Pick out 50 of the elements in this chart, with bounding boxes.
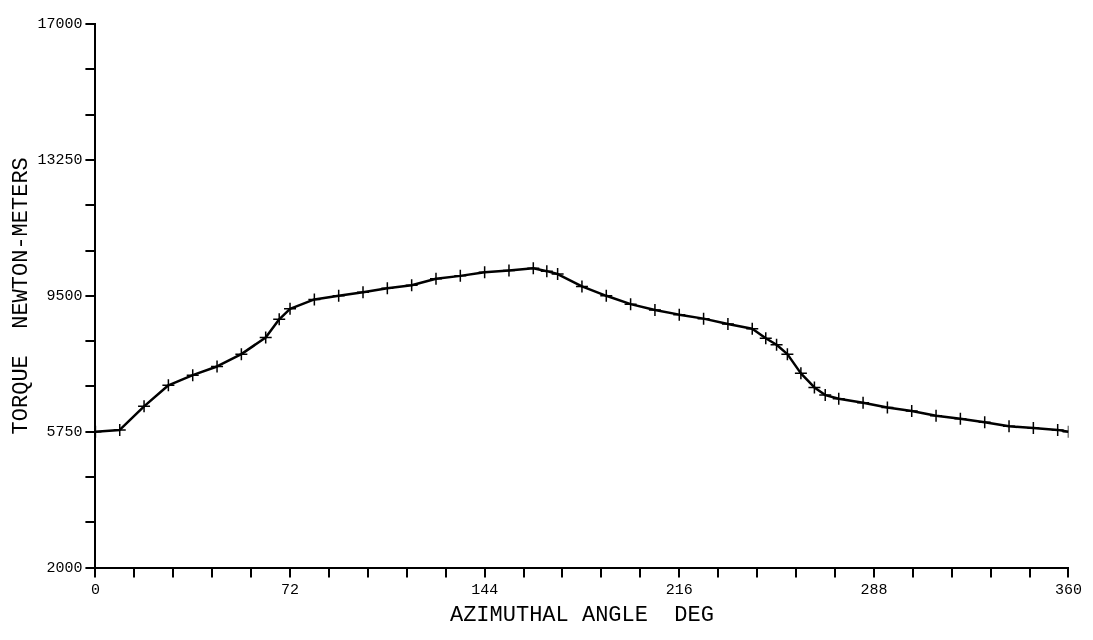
point (599, 289, 614, 303)
point (550, 267, 565, 281)
point (380, 281, 395, 295)
point (331, 289, 346, 303)
point (137, 399, 151, 414)
point (759, 331, 773, 345)
x-tick-label: 144 (471, 581, 499, 599)
x-tick-label: 216 (665, 581, 693, 599)
point (404, 278, 419, 293)
point (161, 378, 176, 393)
y-tick-label: 5750 (46, 423, 83, 441)
point (526, 261, 541, 276)
point (234, 347, 249, 361)
point (502, 263, 516, 278)
x-axis-title: AZIMUTHAL ANGLE DEG (449, 602, 714, 628)
point (540, 264, 554, 278)
point (1026, 421, 1041, 435)
point (453, 269, 468, 283)
point (794, 366, 808, 381)
point (780, 347, 795, 361)
x-tick-label: 288 (860, 581, 888, 599)
y-tick-label: 9500 (46, 287, 83, 305)
point (904, 404, 919, 418)
point (575, 279, 589, 294)
point (672, 307, 687, 322)
x-tick-label: 360 (1054, 581, 1083, 599)
point (818, 388, 832, 402)
point (283, 302, 297, 316)
x-tick-label: 0 (90, 581, 100, 599)
point (210, 359, 224, 374)
x-tick-label: 72 (281, 581, 300, 599)
point (272, 312, 286, 327)
point (185, 368, 200, 382)
y-axis-title: TORQUE NEWTON-METERS (9, 157, 35, 435)
y-tick-label: 17000 (37, 15, 83, 33)
point (1050, 423, 1065, 437)
point (307, 292, 322, 307)
point (769, 337, 784, 352)
point (831, 391, 846, 406)
point (623, 297, 638, 311)
point (977, 415, 992, 430)
point (880, 400, 895, 415)
point (112, 423, 127, 437)
y-tick-label: 2000 (46, 559, 83, 577)
point (745, 322, 759, 336)
point (807, 380, 822, 395)
point (258, 330, 273, 345)
y-tick-label: 13250 (37, 151, 83, 169)
point (696, 311, 711, 326)
point (953, 411, 968, 426)
